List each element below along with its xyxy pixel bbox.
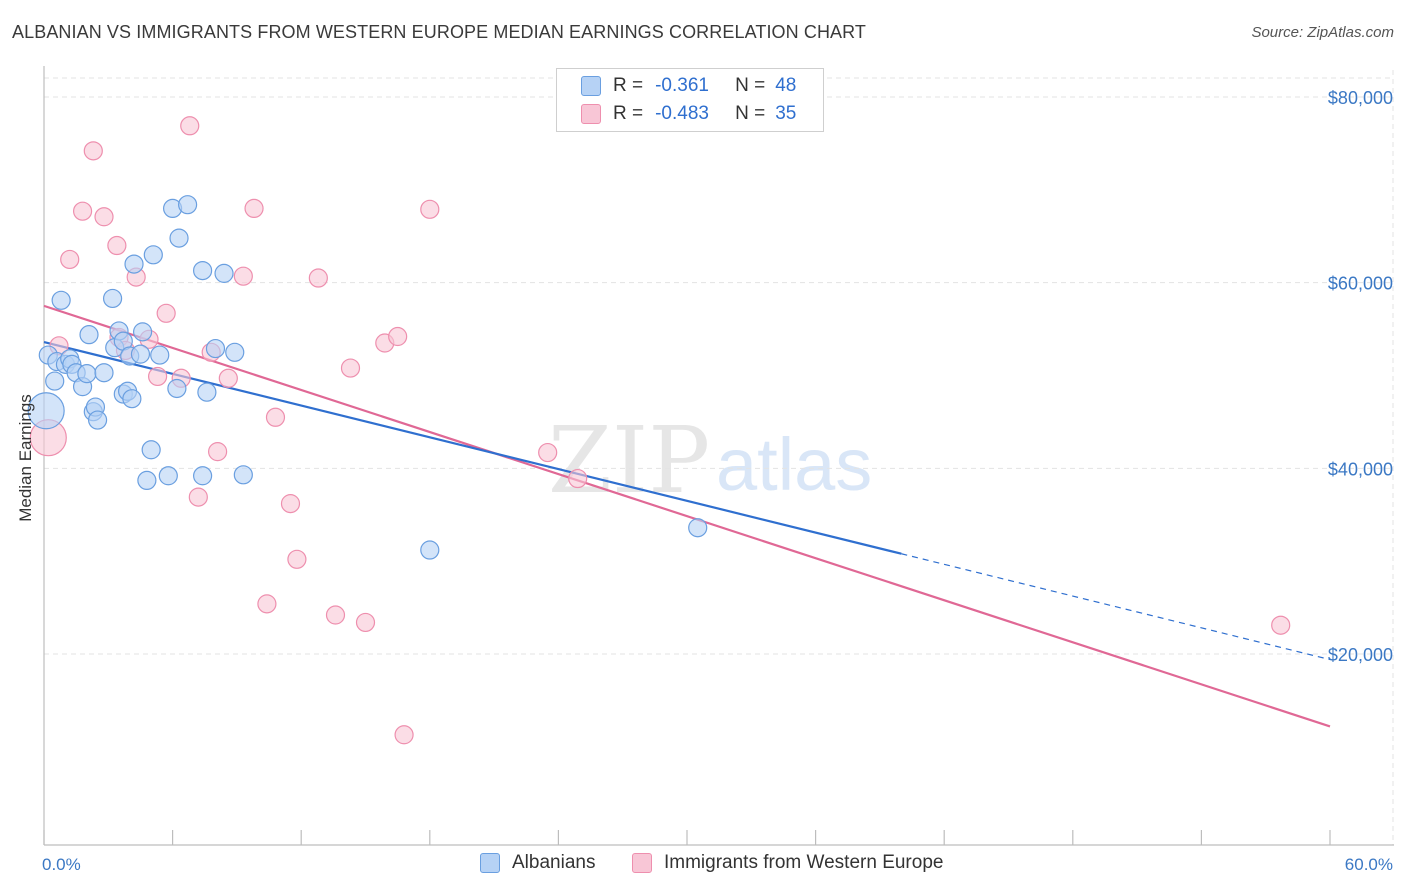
immigrants-swatch [581,104,601,124]
albanians-point [158,466,178,486]
immigrants-point [257,594,277,614]
albanians-point [143,245,163,265]
immigrants-point [325,605,346,625]
immigrants-point [1271,615,1291,635]
legend-n-label: N = [735,75,766,96]
x-tick-label-min: 0.0% [42,855,81,874]
legend-n-value: 48 [775,75,797,96]
legend-r-value: -0.361 [655,75,709,96]
albanians-point [87,410,108,430]
bottom-legend-immigrants: Immigrants from Western Europe [632,852,943,874]
immigrants-point [538,442,558,463]
immigrants-point [287,549,307,569]
albanians-point [193,466,213,486]
y-tick-label: $80,000 [1328,88,1393,108]
immigrants-point [420,199,440,219]
immigrants-legend-swatch [632,853,652,873]
albanians-legend-swatch [480,853,500,873]
y-tick-labels: $20,000 $40,000 $60,000 $80,000 [1328,88,1393,665]
immigrants-point [208,442,228,462]
albanians-point [141,440,161,460]
immigrants-point [394,725,414,745]
y-tick-label: $20,000 [1328,645,1393,665]
stats-legend: R = -0.361 N = 48 R = -0.483 N = 35 [556,68,824,132]
albanians-point [137,470,157,491]
immigrants-trend-line [43,304,1331,728]
immigrants-point [388,326,408,347]
immigrants-point [244,198,264,218]
albanians-point [688,518,708,538]
albanians-point [124,254,144,274]
albanians-point [122,389,142,409]
albanians-point [225,342,245,362]
legend-n-value: 35 [775,103,797,124]
x-tick-labels: 0.0% 60.0% [42,855,1393,874]
watermark-atlas: atlas [716,423,872,506]
immigrants-point [340,358,361,378]
albanians-trend-extension [901,553,1331,661]
albanians-point [77,364,97,384]
albanians-point [420,540,440,560]
albanians-point [132,322,153,342]
albanians-point [130,344,151,364]
immigrants-points [29,116,1291,745]
albanians-point [94,363,114,383]
immigrants-point [568,468,588,489]
immigrants-point [107,235,127,256]
y-tick-label: $40,000 [1328,459,1393,479]
chart-title: ALBANIAN VS IMMIGRANTS FROM WESTERN EURO… [12,22,867,42]
albanians-point [51,290,71,310]
albanians-legend-label: Albanians [512,852,596,873]
immigrants-point [233,266,253,286]
x-tick-label-max: 60.0% [1345,855,1393,874]
immigrants-point [94,207,114,227]
albanians-point [178,195,198,215]
immigrants-point [188,487,208,507]
immigrants-point [180,116,200,136]
immigrants-point [280,494,301,514]
legend-row-albanians: R = -0.361 N = 48 [581,73,796,99]
legend-r-label: R = [613,103,644,124]
legend-r-label: R = [613,75,644,96]
albanians-swatch [581,76,601,96]
albanians-point [27,392,65,430]
albanians-point [205,338,226,359]
immigrants-point [83,141,103,161]
albanians-point [197,382,217,402]
immigrants-point [60,249,80,270]
immigrants-point [156,303,176,323]
legend-n-label: N = [735,103,766,124]
albanians-point [45,371,65,391]
immigrants-point [147,366,168,387]
immigrants-point [72,201,93,221]
y-axis-label: Median Earnings [16,394,35,522]
immigrants-point [355,612,376,633]
bottom-legend-albanians: Albanians [480,852,595,874]
legend-r-value: -0.483 [655,103,709,124]
albanians-point [79,325,99,345]
immigrants-point [218,368,238,388]
immigrants-point [308,268,328,288]
immigrants-point [265,407,286,427]
albanians-point [214,263,234,283]
albanians-point [193,260,213,281]
immigrants-legend-label: Immigrants from Western Europe [664,852,944,873]
source-label: Source: ZipAtlas.com [1251,24,1394,41]
albanians-point [167,378,187,399]
albanians-point [169,228,189,248]
albanians-point [102,288,123,309]
albanians-points [27,195,708,560]
albanians-point [233,465,253,485]
watermark: ZIP atlas [548,407,872,514]
y-tick-label: $60,000 [1328,274,1393,294]
albanians-point [150,345,170,365]
trend-lines [43,304,1331,728]
legend-row-immigrants: R = -0.483 N = 35 [581,101,796,127]
